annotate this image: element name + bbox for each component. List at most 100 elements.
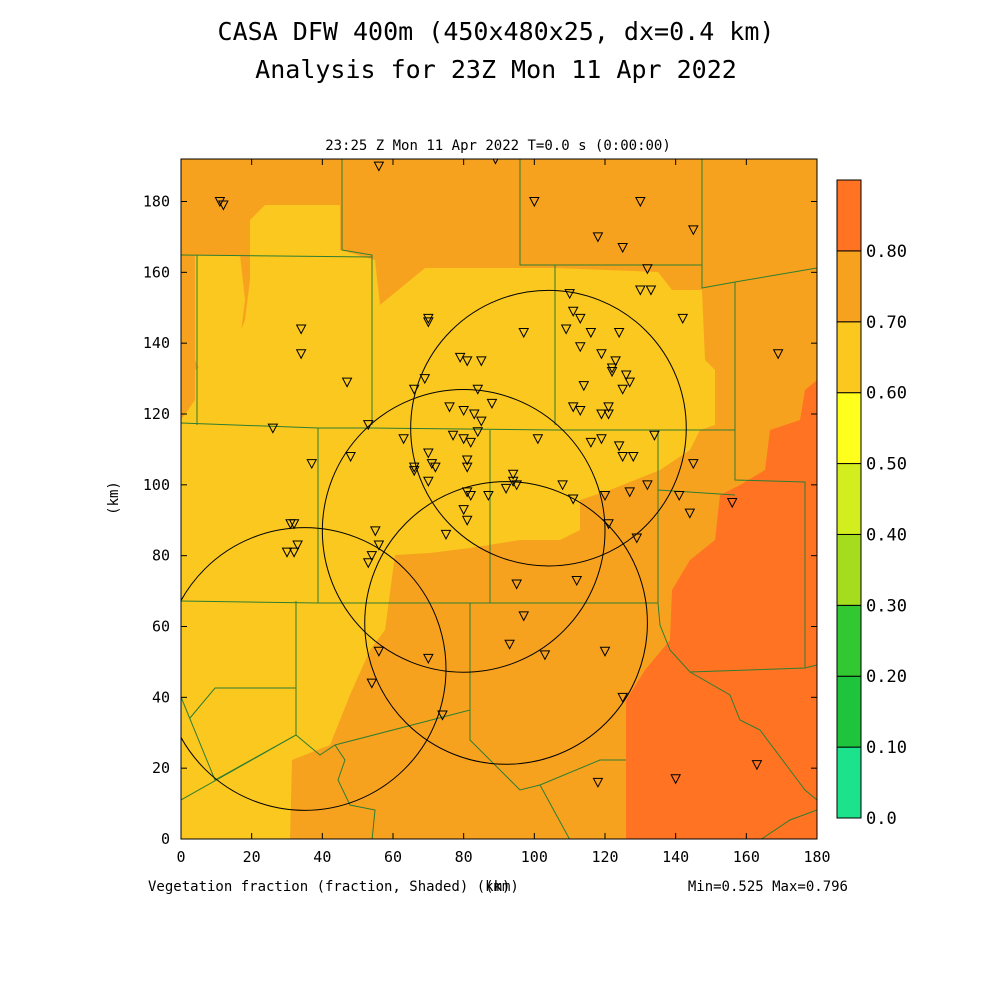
station-marker: [642, 480, 653, 491]
colorbar-label: 0.40: [866, 525, 907, 545]
field-region-high: [626, 380, 817, 839]
y-tick-label: 20: [152, 759, 170, 777]
y-tick-label: 140: [143, 334, 170, 352]
station-marker: [426, 459, 438, 470]
station-marker: [458, 434, 469, 445]
y-tick-label: 60: [152, 618, 170, 636]
station-marker: [472, 384, 484, 395]
station-marker: [649, 430, 660, 441]
station-marker: [476, 356, 487, 367]
station-marker: [539, 650, 551, 661]
station-marker: [726, 498, 738, 509]
colorbar-swatch: [836, 463, 862, 535]
x-tick-label: 20: [243, 848, 261, 866]
colorbar-label: 0.80: [866, 242, 907, 262]
plot-area: [181, 159, 817, 839]
radar-range-ring: [181, 527, 447, 811]
x-tick-label: 140: [662, 848, 689, 866]
station-marker: [532, 434, 544, 445]
station-marker: [345, 452, 356, 463]
station-marker: [627, 452, 639, 463]
station-marker: [461, 515, 473, 526]
station-marker: [567, 402, 579, 413]
station-marker: [596, 434, 607, 445]
station-marker: [635, 285, 646, 296]
station-marker: [366, 551, 378, 562]
station-marker: [518, 328, 530, 339]
station-marker: [423, 448, 434, 459]
station-marker: [571, 575, 583, 587]
station-marker: [610, 356, 621, 367]
station-marker: [447, 430, 459, 441]
station-marker: [267, 423, 279, 434]
plot-frame: [180, 158, 818, 840]
station-marker: [670, 774, 681, 785]
station-marker: [592, 777, 604, 788]
station-marker: [592, 232, 604, 243]
station-marker: [444, 402, 455, 413]
station-marker: [603, 409, 614, 420]
station-marker: [613, 328, 625, 339]
station-marker: [574, 342, 586, 353]
colorbar-swatch: [836, 746, 862, 819]
station-marker: [624, 377, 636, 388]
radar-range-ring: [364, 481, 648, 765]
station-marker: [684, 508, 696, 519]
station-marker: [567, 306, 579, 317]
station-marker: [214, 197, 226, 208]
county-boundaries: [181, 159, 817, 839]
station-marker: [620, 370, 632, 381]
station-marker: [613, 441, 625, 452]
station-marker: [419, 374, 431, 385]
x-tick-label: 0: [176, 848, 185, 866]
colorbar: 0.0 0.10 0.20 0.30 0.40 0.50 0.60 0.70 0.80: [836, 179, 907, 829]
station-marker: [673, 490, 685, 502]
colorbar-swatch: [836, 179, 862, 252]
station-marker: [596, 409, 607, 420]
station-marker: [578, 381, 590, 392]
x-tick-label: 40: [313, 848, 331, 866]
station-marker: [423, 476, 434, 487]
y-tick-label: 120: [143, 405, 170, 423]
station-marker: [596, 349, 607, 360]
y-tick-label: 0: [161, 830, 170, 848]
station-marker: [624, 487, 636, 498]
y-tick-label: 40: [152, 688, 170, 706]
station-marker: [288, 519, 300, 530]
station-marker: [751, 760, 763, 771]
colorbar-label: 0.30: [866, 596, 907, 616]
colorbar-label: 0.10: [866, 738, 907, 758]
station-marker: [461, 455, 473, 466]
chart-title: CASA DFW 400m (450x480x25, dx=0.4 km): [218, 17, 775, 46]
station-marker: [574, 405, 586, 417]
station-marker: [599, 646, 611, 657]
station-marker: [688, 225, 699, 236]
station-marker: [468, 409, 480, 420]
colorbar-label: 0.60: [866, 384, 907, 404]
station-marker: [500, 483, 512, 494]
station-marker: [677, 313, 689, 324]
station-marker: [440, 529, 452, 540]
station-marker: [292, 540, 303, 551]
station-marker: [476, 416, 487, 427]
station-marker: [585, 328, 597, 339]
x-tick-label: 120: [591, 848, 618, 866]
station-marker: [362, 558, 374, 569]
colorbar-label: 0.70: [866, 313, 907, 333]
station-marker: [423, 653, 434, 664]
y-axis-label: (km): [106, 481, 122, 515]
station-marker: [688, 459, 699, 470]
station-marker: [454, 352, 466, 363]
station-marker: [362, 420, 374, 431]
station-marker: [430, 462, 441, 473]
min-max-label: Min=0.525 Max=0.796: [688, 879, 848, 895]
station-marker: [567, 494, 579, 505]
station-marker: [642, 264, 653, 275]
station-marker: [437, 710, 448, 721]
station-marker: [574, 313, 586, 324]
colorbar-swatch: [836, 533, 862, 606]
y-tick-label: 160: [143, 263, 170, 281]
station-marker: [606, 367, 618, 378]
station-marker: [603, 402, 614, 413]
x-tick-label: 80: [455, 848, 473, 866]
